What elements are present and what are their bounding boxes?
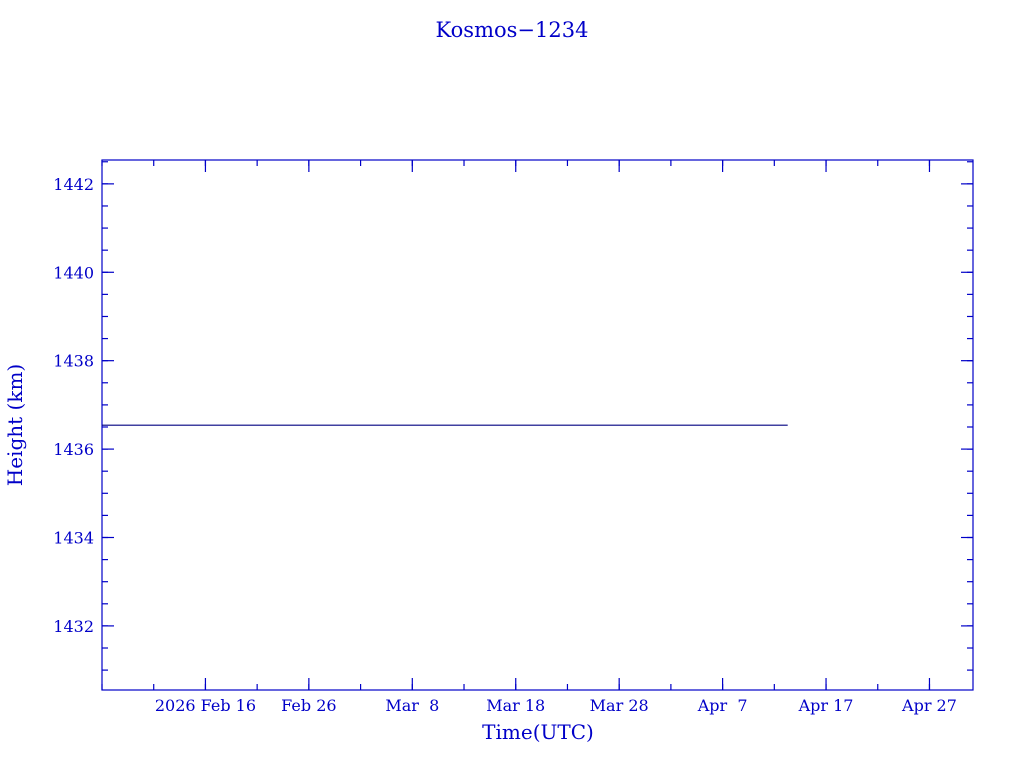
chart-title: Kosmos−1234 xyxy=(436,18,589,42)
y-tick-label: 1438 xyxy=(53,352,94,371)
y-tick-label: 1432 xyxy=(53,617,94,636)
x-tick-label: Apr 7 xyxy=(697,696,748,715)
x-tick-label: Feb 26 xyxy=(281,696,336,715)
y-tick-label: 1440 xyxy=(53,263,94,282)
x-axis-label: Time(UTC) xyxy=(482,720,594,744)
x-tick-label: Mar 8 xyxy=(385,696,439,715)
x-tick-label: 2026 Feb 16 xyxy=(155,696,256,715)
y-axis-label: Height (km) xyxy=(3,364,27,486)
x-tick-label: Apr 27 xyxy=(901,696,957,715)
x-tick-label: Mar 18 xyxy=(486,696,545,715)
x-tick-label: Mar 28 xyxy=(590,696,649,715)
y-tick-label: 1442 xyxy=(53,175,94,194)
y-tick-label: 1434 xyxy=(53,528,94,547)
y-tick-label: 1436 xyxy=(53,440,94,459)
x-tick-label: Apr 17 xyxy=(798,696,854,715)
